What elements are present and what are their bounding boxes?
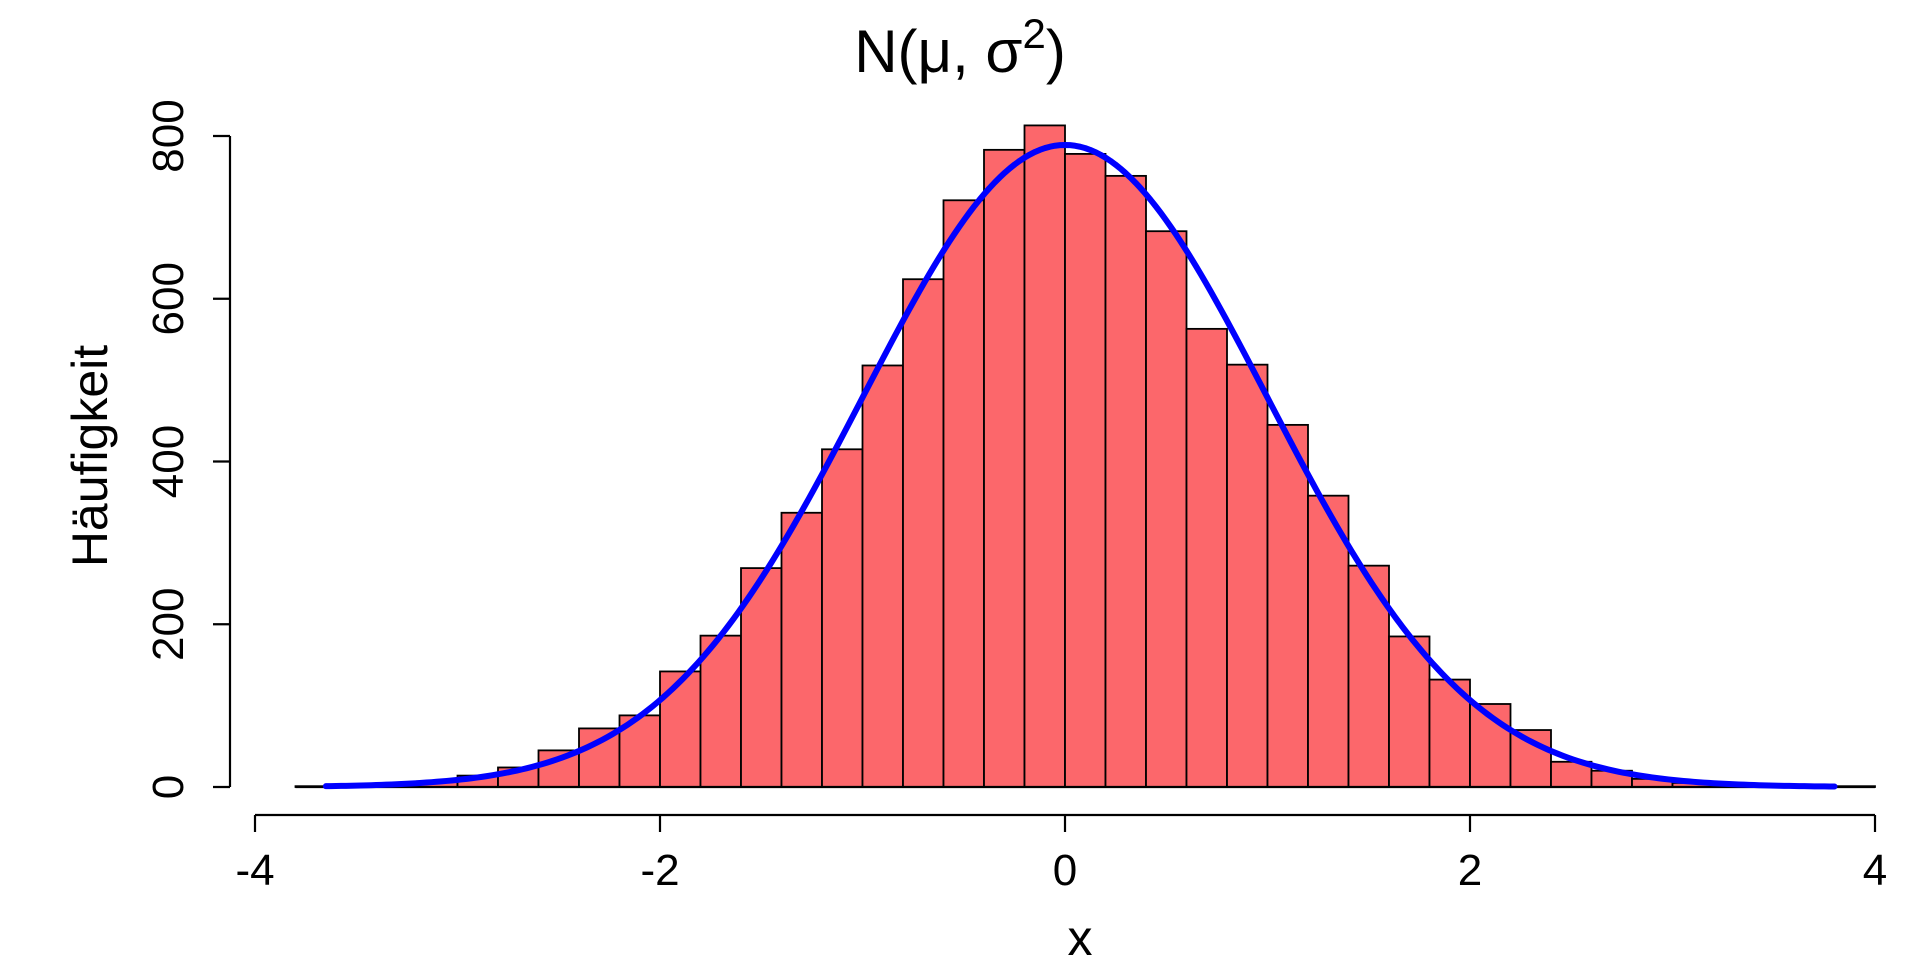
histogram-bar [821, 448, 864, 788]
histogram-bar [861, 364, 904, 788]
x-tick-label: 2 [1458, 846, 1482, 895]
x-tick-label: -2 [640, 846, 679, 895]
y-axis: 0 200 400 600 800 [144, 99, 232, 799]
histogram-bar [1185, 327, 1228, 788]
y-tick-label: 200 [144, 588, 193, 661]
histogram-bar [1145, 230, 1188, 788]
histogram-bar [1104, 174, 1147, 788]
histogram-bar [1307, 494, 1350, 788]
histogram-bar [1226, 363, 1269, 788]
x-tick-label: 4 [1863, 846, 1887, 895]
histogram-bar [942, 199, 985, 788]
histogram-bar [578, 727, 621, 788]
chart-title: N(μ, σ2) [854, 10, 1066, 85]
histogram-bar [659, 670, 702, 788]
histogram-bar [1388, 635, 1431, 788]
histogram-bar [699, 634, 742, 788]
histogram-bar [902, 278, 945, 788]
y-axis-label: Häufigkeit [62, 345, 118, 567]
chart-title-close: ) [1046, 18, 1066, 85]
histogram-bar [1064, 153, 1107, 788]
density-curve [322, 141, 1838, 790]
y-tick-label: 400 [144, 425, 193, 498]
normal-density-line [322, 141, 1838, 790]
x-tick-label: -4 [235, 846, 274, 895]
x-axis-label: x [1068, 910, 1093, 960]
y-tick-label: 600 [144, 262, 193, 335]
chart-title-base: N(μ, σ [854, 18, 1022, 85]
x-tick-label: 0 [1053, 846, 1077, 895]
y-tick-label: 800 [144, 99, 193, 172]
chart-title-superscript: 2 [1022, 10, 1045, 57]
y-tick-label: 0 [144, 775, 193, 799]
histogram-bar [983, 148, 1026, 788]
histogram-bar [1023, 124, 1066, 788]
histogram-bar [1266, 423, 1309, 788]
x-axis: -4 -2 0 2 4 [235, 813, 1887, 895]
histogram-bar [780, 511, 823, 788]
